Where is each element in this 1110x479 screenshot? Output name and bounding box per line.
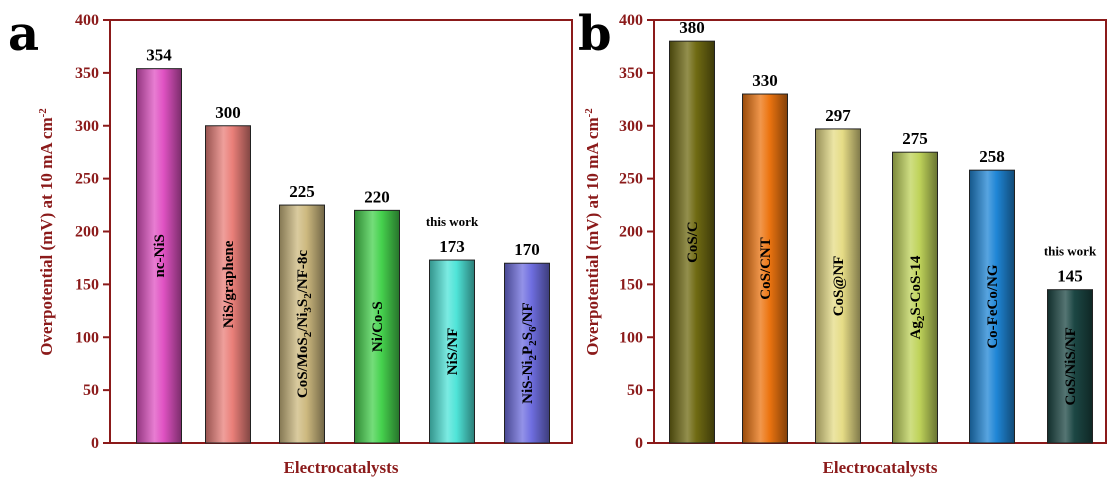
y-tick-label: 150 <box>619 276 643 293</box>
y-tick-label: 100 <box>619 329 643 346</box>
category-label: NiS/NF <box>445 328 461 376</box>
this-work-annotation: this work <box>1044 244 1097 259</box>
category-label: Ag2S-CoS-14 <box>908 255 927 339</box>
value-label: 330 <box>752 71 778 90</box>
category-label: CoS/CNT <box>758 237 774 300</box>
bar-a-1 <box>205 125 251 444</box>
y-tick-label: 350 <box>75 65 99 82</box>
value-label: 275 <box>902 129 928 148</box>
value-label: 225 <box>289 182 315 201</box>
value-label: 170 <box>514 240 540 259</box>
bar-a-2 <box>279 204 325 444</box>
panel-a-y-axis-title: Overpotential (mV) at 10 mA cm-2 <box>37 108 56 356</box>
bar-b-5 <box>1047 289 1093 444</box>
panel-b-y-axis-title: Overpotential (mV) at 10 mA cm-2 <box>583 108 602 356</box>
panel-b-y-axis-title-main: Overpotential (mV) at 10 mA cm <box>583 117 602 355</box>
panel-a-letter: a <box>8 6 39 62</box>
y-tick-label: 300 <box>619 118 643 135</box>
bar-a-0 <box>136 68 182 444</box>
value-label: 300 <box>215 103 241 122</box>
y-tick-label: 100 <box>75 329 99 346</box>
y-tick-label: 300 <box>75 118 99 135</box>
panel-a-x-axis-title: Electrocatalysts <box>284 458 399 477</box>
y-tick-label: 250 <box>619 171 643 188</box>
y-tick-label: 0 <box>91 435 99 452</box>
y-tick-label: 150 <box>75 276 99 293</box>
panel-a-bars: 354 nc-NiS 300 NiS/graphene 225 CoS/MoS2/Ni3S… <box>136 46 550 444</box>
bar-a-5 <box>504 262 550 444</box>
value-label: 354 <box>146 46 172 65</box>
bar-b-4 <box>969 169 1015 444</box>
value-label: 297 <box>825 106 851 125</box>
panel-a-y-axis-title-main: Overpotential (mV) at 10 mA cm <box>37 117 56 355</box>
panel-b-letter: b <box>578 6 612 62</box>
panel-a-y-ticks: 0 50 100 150 200 250 300 350 400 <box>75 12 110 452</box>
bar-a-4 <box>429 259 475 444</box>
value-label: 173 <box>439 237 465 256</box>
y-tick-label: 350 <box>619 65 643 82</box>
y-tick-label: 200 <box>619 224 643 241</box>
y-tick-label: 50 <box>83 382 99 399</box>
panel-b-bars: 380 CoS/C 330 CoS/CNT 297 CoS@NF 275 Ag2S-CoS-1… <box>669 18 1097 444</box>
y-tick-label: 400 <box>619 12 643 29</box>
bar-b-3 <box>892 151 938 444</box>
panel-b-y-axis-title-sup: -2 <box>583 108 595 118</box>
value-label: 145 <box>1057 267 1083 286</box>
panel-b-plot-frame <box>653 19 1107 444</box>
bar-a-3 <box>354 209 400 444</box>
panel-b: b 0 50 100 150 200 250 300 350 400 380 CoS/C 330 Co… <box>578 6 1107 477</box>
panel-a-y-axis-title-sup: -2 <box>37 108 49 118</box>
category-label: nc-NiS <box>152 234 168 277</box>
value-label: 258 <box>979 147 1005 166</box>
category-label: Co-FeCo/NG <box>985 264 1001 348</box>
category-label: CoS/C <box>685 221 701 263</box>
bar-b-1 <box>742 93 788 444</box>
this-work-annotation: this work <box>426 214 479 229</box>
panel-b-x-axis-title: Electrocatalysts <box>823 458 938 477</box>
panel-a: a 0 50 100 150 200 250 300 350 400 354 nc-NiS 300 N… <box>8 6 573 477</box>
category-label: NiS/graphene <box>221 240 237 328</box>
category-label: CoS@NF <box>831 256 847 317</box>
value-label: 220 <box>364 187 390 206</box>
y-tick-label: 0 <box>635 435 643 452</box>
y-tick-label: 250 <box>75 171 99 188</box>
category-label: CoS/NiS/NF <box>1063 327 1079 405</box>
category-label: CoS/MoS2/Ni3S2/NF-8c <box>295 250 314 399</box>
value-label: 380 <box>679 18 705 37</box>
y-tick-label: 200 <box>75 224 99 241</box>
panel-b-y-ticks: 0 50 100 150 200 250 300 350 400 <box>619 12 654 452</box>
y-tick-label: 50 <box>627 382 643 399</box>
category-label: NiS-Ni2P2S6/NF <box>520 302 539 404</box>
category-label: Ni/Co-S <box>370 301 386 352</box>
y-tick-label: 400 <box>75 12 99 29</box>
bar-b-2 <box>815 128 861 444</box>
bar-b-0 <box>669 40 715 444</box>
